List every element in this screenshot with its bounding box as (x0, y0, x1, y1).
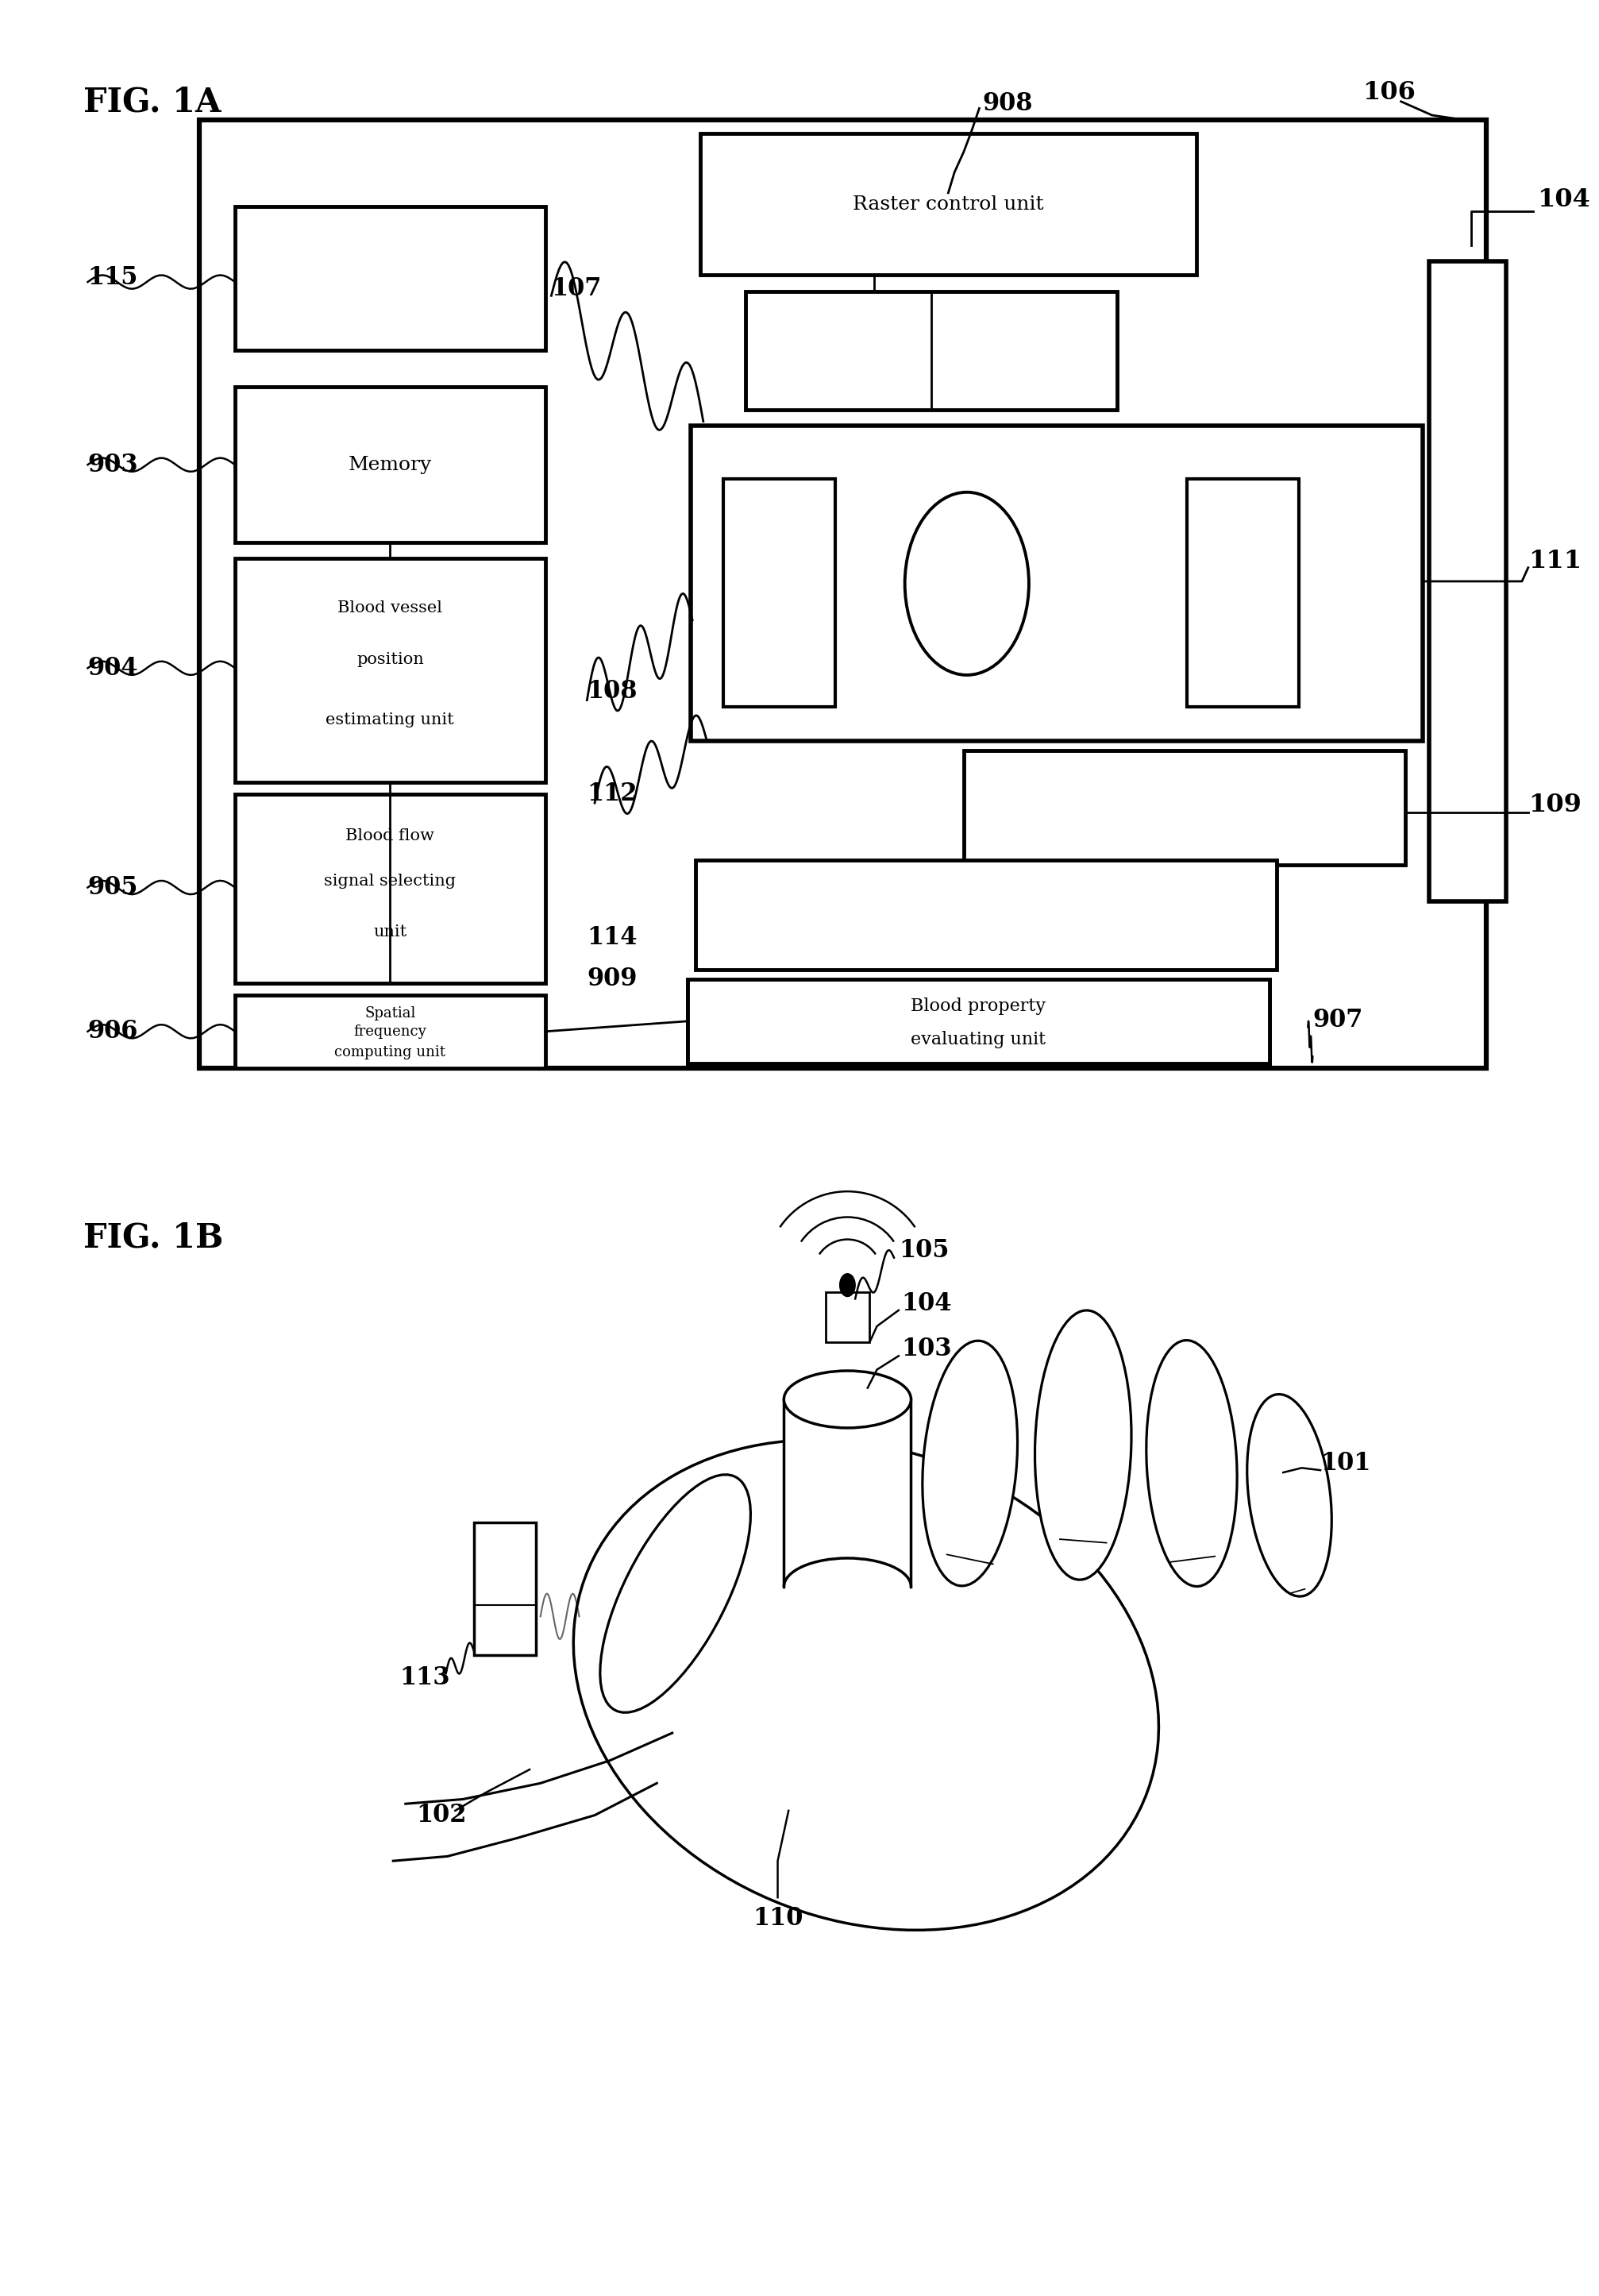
Bar (700, 133, 1196, 276)
Text: Memory: Memory (349, 455, 432, 473)
Ellipse shape (784, 1371, 910, 1428)
Text: Spatial: Spatial (365, 1006, 416, 1019)
Text: 904: 904 (88, 657, 138, 680)
Ellipse shape (923, 1341, 1017, 1587)
Text: Blood flow: Blood flow (345, 829, 435, 843)
Text: FIG. 1A: FIG. 1A (83, 85, 221, 119)
Ellipse shape (572, 1440, 1158, 1931)
Text: estimating unit: estimating unit (326, 712, 454, 728)
Bar (696, 861, 1276, 969)
Text: 907: 907 (1311, 1008, 1362, 1033)
Text: 909: 909 (587, 967, 636, 992)
Text: 110: 110 (752, 1906, 803, 1931)
Bar (235, 994, 545, 1068)
Bar (723, 478, 835, 707)
Bar (1186, 478, 1298, 707)
Bar (235, 558, 545, 783)
Bar (1428, 262, 1506, 902)
Text: unit: unit (373, 925, 406, 939)
Text: frequency: frequency (353, 1024, 427, 1038)
Ellipse shape (1035, 1311, 1130, 1580)
Text: 114: 114 (587, 925, 636, 951)
Text: signal selecting: signal selecting (325, 872, 456, 889)
Text: 906: 906 (88, 1019, 138, 1045)
Text: 104: 104 (1537, 188, 1589, 211)
Bar (473, 1522, 536, 1655)
Text: 107: 107 (552, 276, 601, 301)
Text: 111: 111 (1527, 549, 1581, 574)
Ellipse shape (1247, 1394, 1330, 1596)
Text: Raster control unit: Raster control unit (852, 195, 1043, 214)
Bar (688, 980, 1268, 1063)
Text: 105: 105 (899, 1238, 948, 1263)
Text: Blood property: Blood property (910, 996, 1046, 1015)
Text: position: position (357, 652, 424, 666)
Ellipse shape (1146, 1341, 1236, 1587)
Text: computing unit: computing unit (334, 1045, 446, 1058)
Text: 101: 101 (1319, 1451, 1370, 1476)
Text: 112: 112 (587, 781, 636, 806)
Bar (235, 794, 545, 983)
Bar (691, 427, 1422, 742)
Bar (825, 1293, 868, 1343)
Text: 104: 104 (902, 1290, 951, 1316)
Text: 109: 109 (1527, 792, 1580, 817)
Text: 108: 108 (587, 680, 636, 703)
Ellipse shape (600, 1474, 750, 1713)
Text: 905: 905 (88, 875, 138, 900)
Text: 106: 106 (1362, 80, 1415, 106)
Bar (200, 119, 1485, 1068)
Bar (784, 1398, 910, 1587)
Text: 115: 115 (88, 264, 138, 289)
Text: 102: 102 (416, 1802, 467, 1828)
Text: evaluating unit: evaluating unit (910, 1031, 1046, 1049)
Bar (235, 388, 545, 542)
Circle shape (839, 1274, 855, 1297)
Text: 903: 903 (88, 452, 138, 478)
Text: 103: 103 (902, 1336, 951, 1362)
Text: Blood vessel: Blood vessel (337, 599, 443, 615)
Bar (745, 292, 1116, 411)
Text: FIG. 1B: FIG. 1B (83, 1221, 222, 1254)
Bar (963, 751, 1406, 866)
Bar (235, 207, 545, 351)
Bar (688, 978, 1268, 1063)
Text: 908: 908 (982, 92, 1033, 117)
Text: 113: 113 (400, 1667, 449, 1690)
